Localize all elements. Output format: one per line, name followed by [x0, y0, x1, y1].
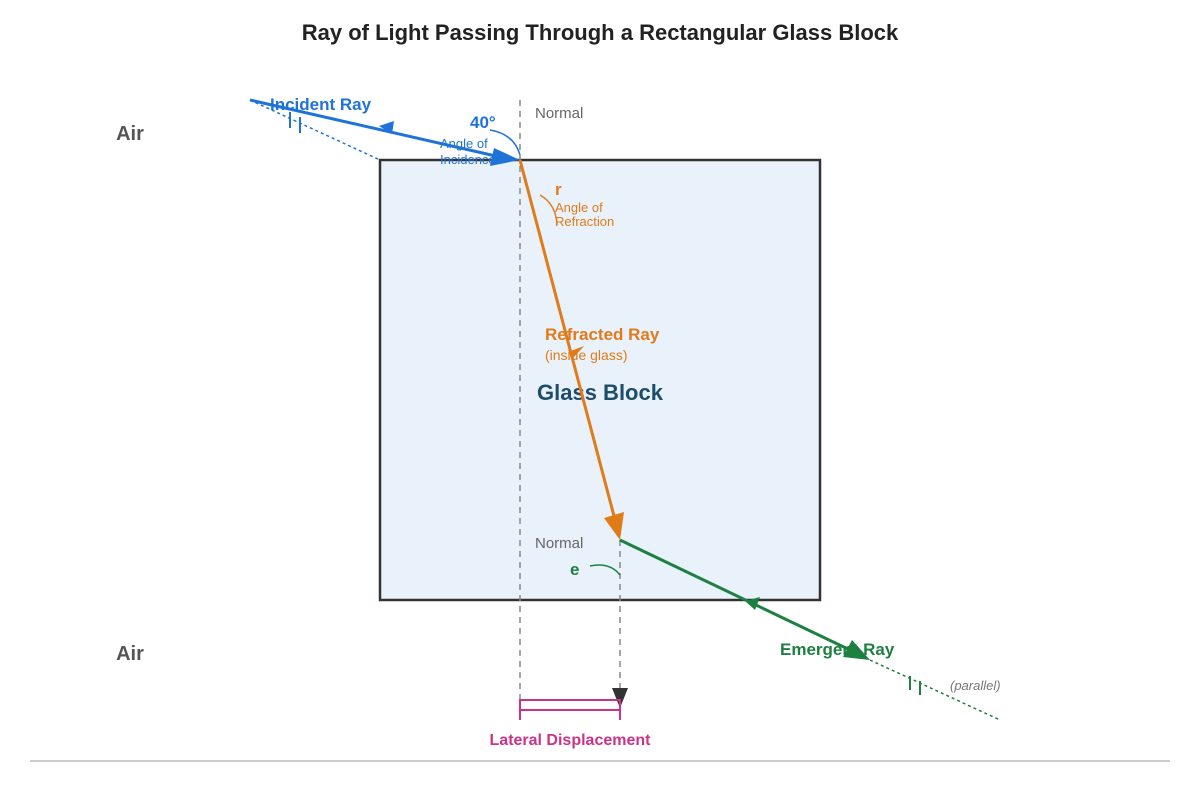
emergent-ray-mid-arrow: [745, 597, 760, 610]
glass-block-label: Glass Block: [537, 380, 664, 405]
incident-ray: [249, 98, 501, 159]
incidence-angle-caption-2: Incidence: [440, 152, 496, 167]
incidence-angle-value: 40°: [470, 113, 496, 132]
glass-block: [378, 158, 822, 602]
emergent-ray: [619, 538, 851, 652]
incidence-angle-caption-1: Angle of: [440, 136, 488, 151]
normal-label-bottom: Normal: [535, 535, 583, 552]
medium-top-label: Air: [116, 123, 144, 145]
lateral-displacement-arrowhead: [612, 688, 628, 708]
emergent-ray-arrowhead: [843, 640, 870, 660]
refraction-angle-symbol: r: [555, 180, 562, 199]
refracted-ray-mid-arrow: [568, 346, 584, 357]
parallel-note: (parallel): [950, 678, 1001, 693]
lateral-displacement-label: Lateral Displacement: [490, 732, 652, 749]
incident-ray-label: Incident Ray: [270, 95, 372, 114]
incident-ray-mid-arrow: [379, 121, 394, 134]
page-title: Ray of Light Passing Through a Rectangul…: [302, 20, 899, 45]
refraction-angle-caption-2: Refraction: [555, 214, 614, 229]
normal-label-top: Normal: [535, 105, 583, 122]
refraction-angle-arc: [539, 194, 558, 226]
incident-ray-arrowhead: [490, 148, 520, 166]
refraction-angle-caption-1: Angle of: [555, 200, 603, 215]
refracted-ray-sublabel: (inside glass): [545, 347, 627, 363]
medium-bottom-label: Air: [116, 643, 144, 665]
incidence-angle-arc: [489, 129, 521, 156]
emergent-ray-label: Emergent Ray: [780, 640, 895, 659]
refracted-ray-label: Refracted Ray: [545, 325, 660, 344]
lateral-displacement-bracket: [519, 699, 621, 711]
refracted-ray-arrowhead: [604, 512, 624, 540]
emergence-angle-arc: [589, 564, 621, 576]
emergence-angle-symbol: e: [570, 560, 579, 579]
refracted-ray: [518, 159, 616, 517]
